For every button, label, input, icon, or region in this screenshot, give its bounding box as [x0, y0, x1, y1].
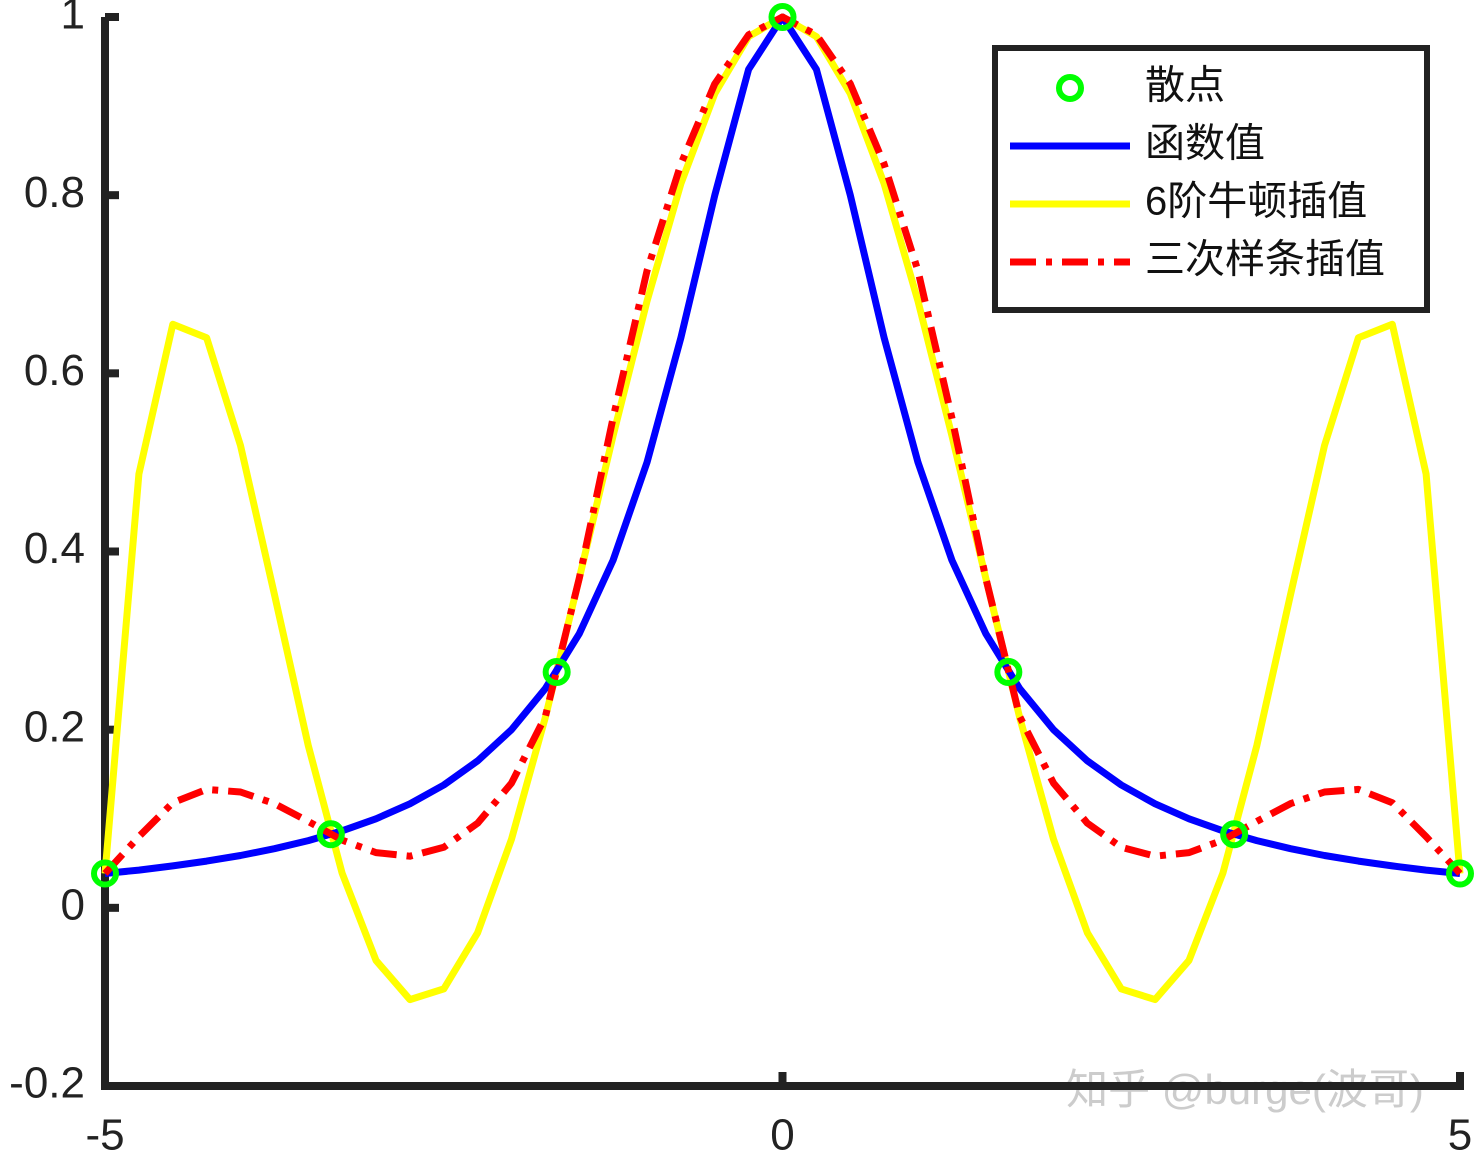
data-point [768, 3, 797, 31]
legend-swatch [1056, 74, 1084, 102]
legend-label: 散点 [1145, 64, 1225, 108]
legend-label: 6阶牛顿插值 [1145, 180, 1367, 224]
legend-label: 函数值 [1145, 122, 1265, 166]
data-point [1446, 859, 1474, 888]
data-point [994, 658, 1023, 687]
x-tick-label: 5 [1448, 1111, 1472, 1158]
data-point [91, 859, 119, 888]
y-tick-label: 0 [61, 880, 85, 929]
x-tick-label: 0 [770, 1111, 794, 1158]
y-tick-label: 1 [61, 0, 85, 39]
y-tick-label: -0.2 [9, 1059, 85, 1108]
data-point [316, 820, 345, 849]
legend-label: 三次样条插值 [1145, 238, 1385, 282]
y-tick-label: 0.8 [24, 168, 85, 217]
y-tick-label: 0.2 [24, 702, 85, 751]
legend-box [992, 45, 1430, 313]
y-tick-label: 0.6 [24, 346, 85, 395]
x-tick-label: -5 [85, 1111, 124, 1158]
data-point [1220, 820, 1249, 849]
data-point [542, 658, 571, 687]
y-tick-label: 0.4 [24, 524, 85, 573]
series-line [102, 13, 1463, 876]
